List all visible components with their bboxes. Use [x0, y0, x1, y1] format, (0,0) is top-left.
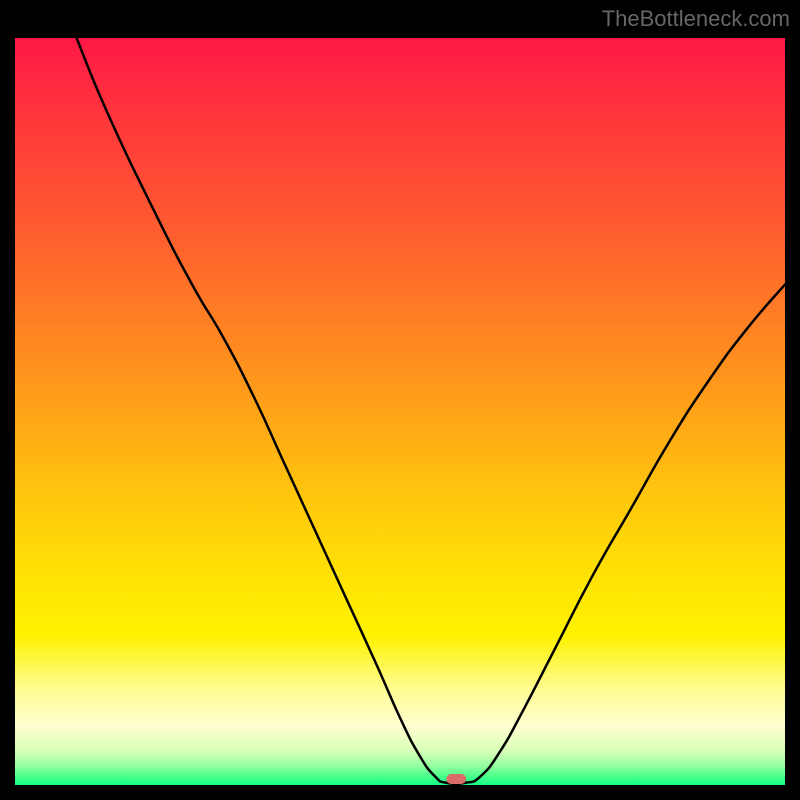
chart-container	[15, 38, 785, 785]
optimal-marker	[446, 774, 466, 784]
watermark-text: TheBottleneck.com	[602, 6, 790, 32]
chart-background	[15, 38, 785, 785]
chart-svg	[15, 38, 785, 785]
